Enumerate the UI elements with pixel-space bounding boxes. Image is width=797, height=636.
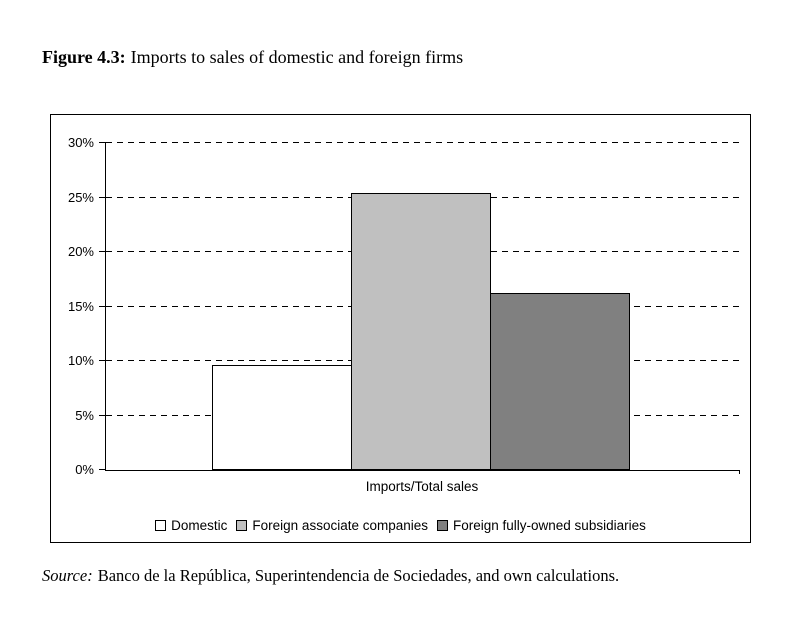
legend-swatch-icon	[236, 520, 248, 531]
legend-item-domestic: Domestic	[155, 518, 227, 533]
bar-foreign-fully-owned-subsidiaries	[490, 293, 630, 470]
bar-domestic	[212, 365, 352, 470]
source-text: Banco de la República, Superintendencia …	[97, 566, 620, 585]
legend: Domestic Foreign associate companies Forei…	[51, 518, 750, 533]
y-tick-label: 20%	[67, 244, 94, 259]
legend-swatch-icon	[437, 520, 448, 531]
figure-title: Figure 4.3: Imports to sales of domestic …	[42, 47, 463, 69]
y-axis-tick	[99, 469, 106, 470]
bar-foreign-associate-companies	[351, 193, 491, 470]
figure-title-prefix: Figure 4.3:	[42, 47, 126, 67]
plot-area: 0% 5% 10% 15% 20% 25% 30%	[68, 135, 740, 477]
legend-item-foreign-associate-companies: Foreign associate companies	[236, 518, 428, 533]
y-tick-label: 25%	[67, 189, 94, 205]
y-axis-tick	[99, 414, 106, 416]
x-axis-end-tick	[739, 470, 740, 474]
source-note: Source: Banco de la República, Superinten…	[42, 566, 619, 586]
figure-title-text: Imports to sales of domestic and foreign…	[130, 47, 464, 67]
y-axis-tick	[99, 196, 106, 198]
y-tick-label: 10%	[67, 353, 94, 368]
y-tick-label: 0%	[75, 462, 94, 477]
y-axis-tick	[99, 251, 106, 252]
y-axis-tick	[99, 360, 106, 361]
y-tick-label: 5%	[75, 407, 94, 423]
gridline-30pct	[106, 142, 740, 143]
chart-frame: 0% 5% 10% 15% 20% 25% 30% Imports/Total sales …	[50, 114, 751, 543]
y-tick-label: 30%	[67, 135, 94, 150]
bar-group	[212, 193, 630, 470]
legend-item-label: Foreign associate companies	[252, 518, 428, 533]
legend-item-foreign-fully-owned-subsidiaries: Foreign fully-owned subsidiaries	[437, 518, 646, 533]
y-axis-tick	[99, 305, 106, 307]
y-tick-label: 15%	[67, 298, 94, 314]
legend-swatch-icon	[155, 520, 167, 531]
source-prefix: Source:	[42, 566, 93, 585]
legend-item-label: Foreign fully-owned subsidiaries	[453, 518, 646, 533]
legend-item-label: Domestic	[171, 518, 228, 533]
x-axis-label: Imports/Total sales	[365, 479, 479, 494]
y-axis-tick	[99, 142, 106, 143]
